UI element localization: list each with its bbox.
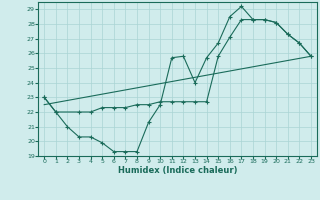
X-axis label: Humidex (Indice chaleur): Humidex (Indice chaleur) <box>118 166 237 175</box>
